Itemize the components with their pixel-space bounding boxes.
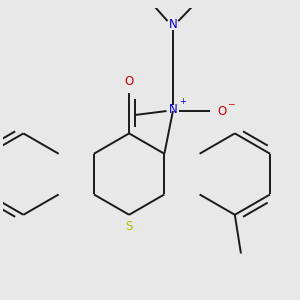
Text: N: N — [169, 103, 177, 116]
Text: O: O — [218, 104, 227, 118]
Text: S: S — [125, 220, 133, 233]
Text: N: N — [169, 18, 177, 31]
Text: +: + — [179, 97, 186, 106]
Text: −: − — [227, 99, 234, 108]
Text: O: O — [124, 75, 134, 88]
